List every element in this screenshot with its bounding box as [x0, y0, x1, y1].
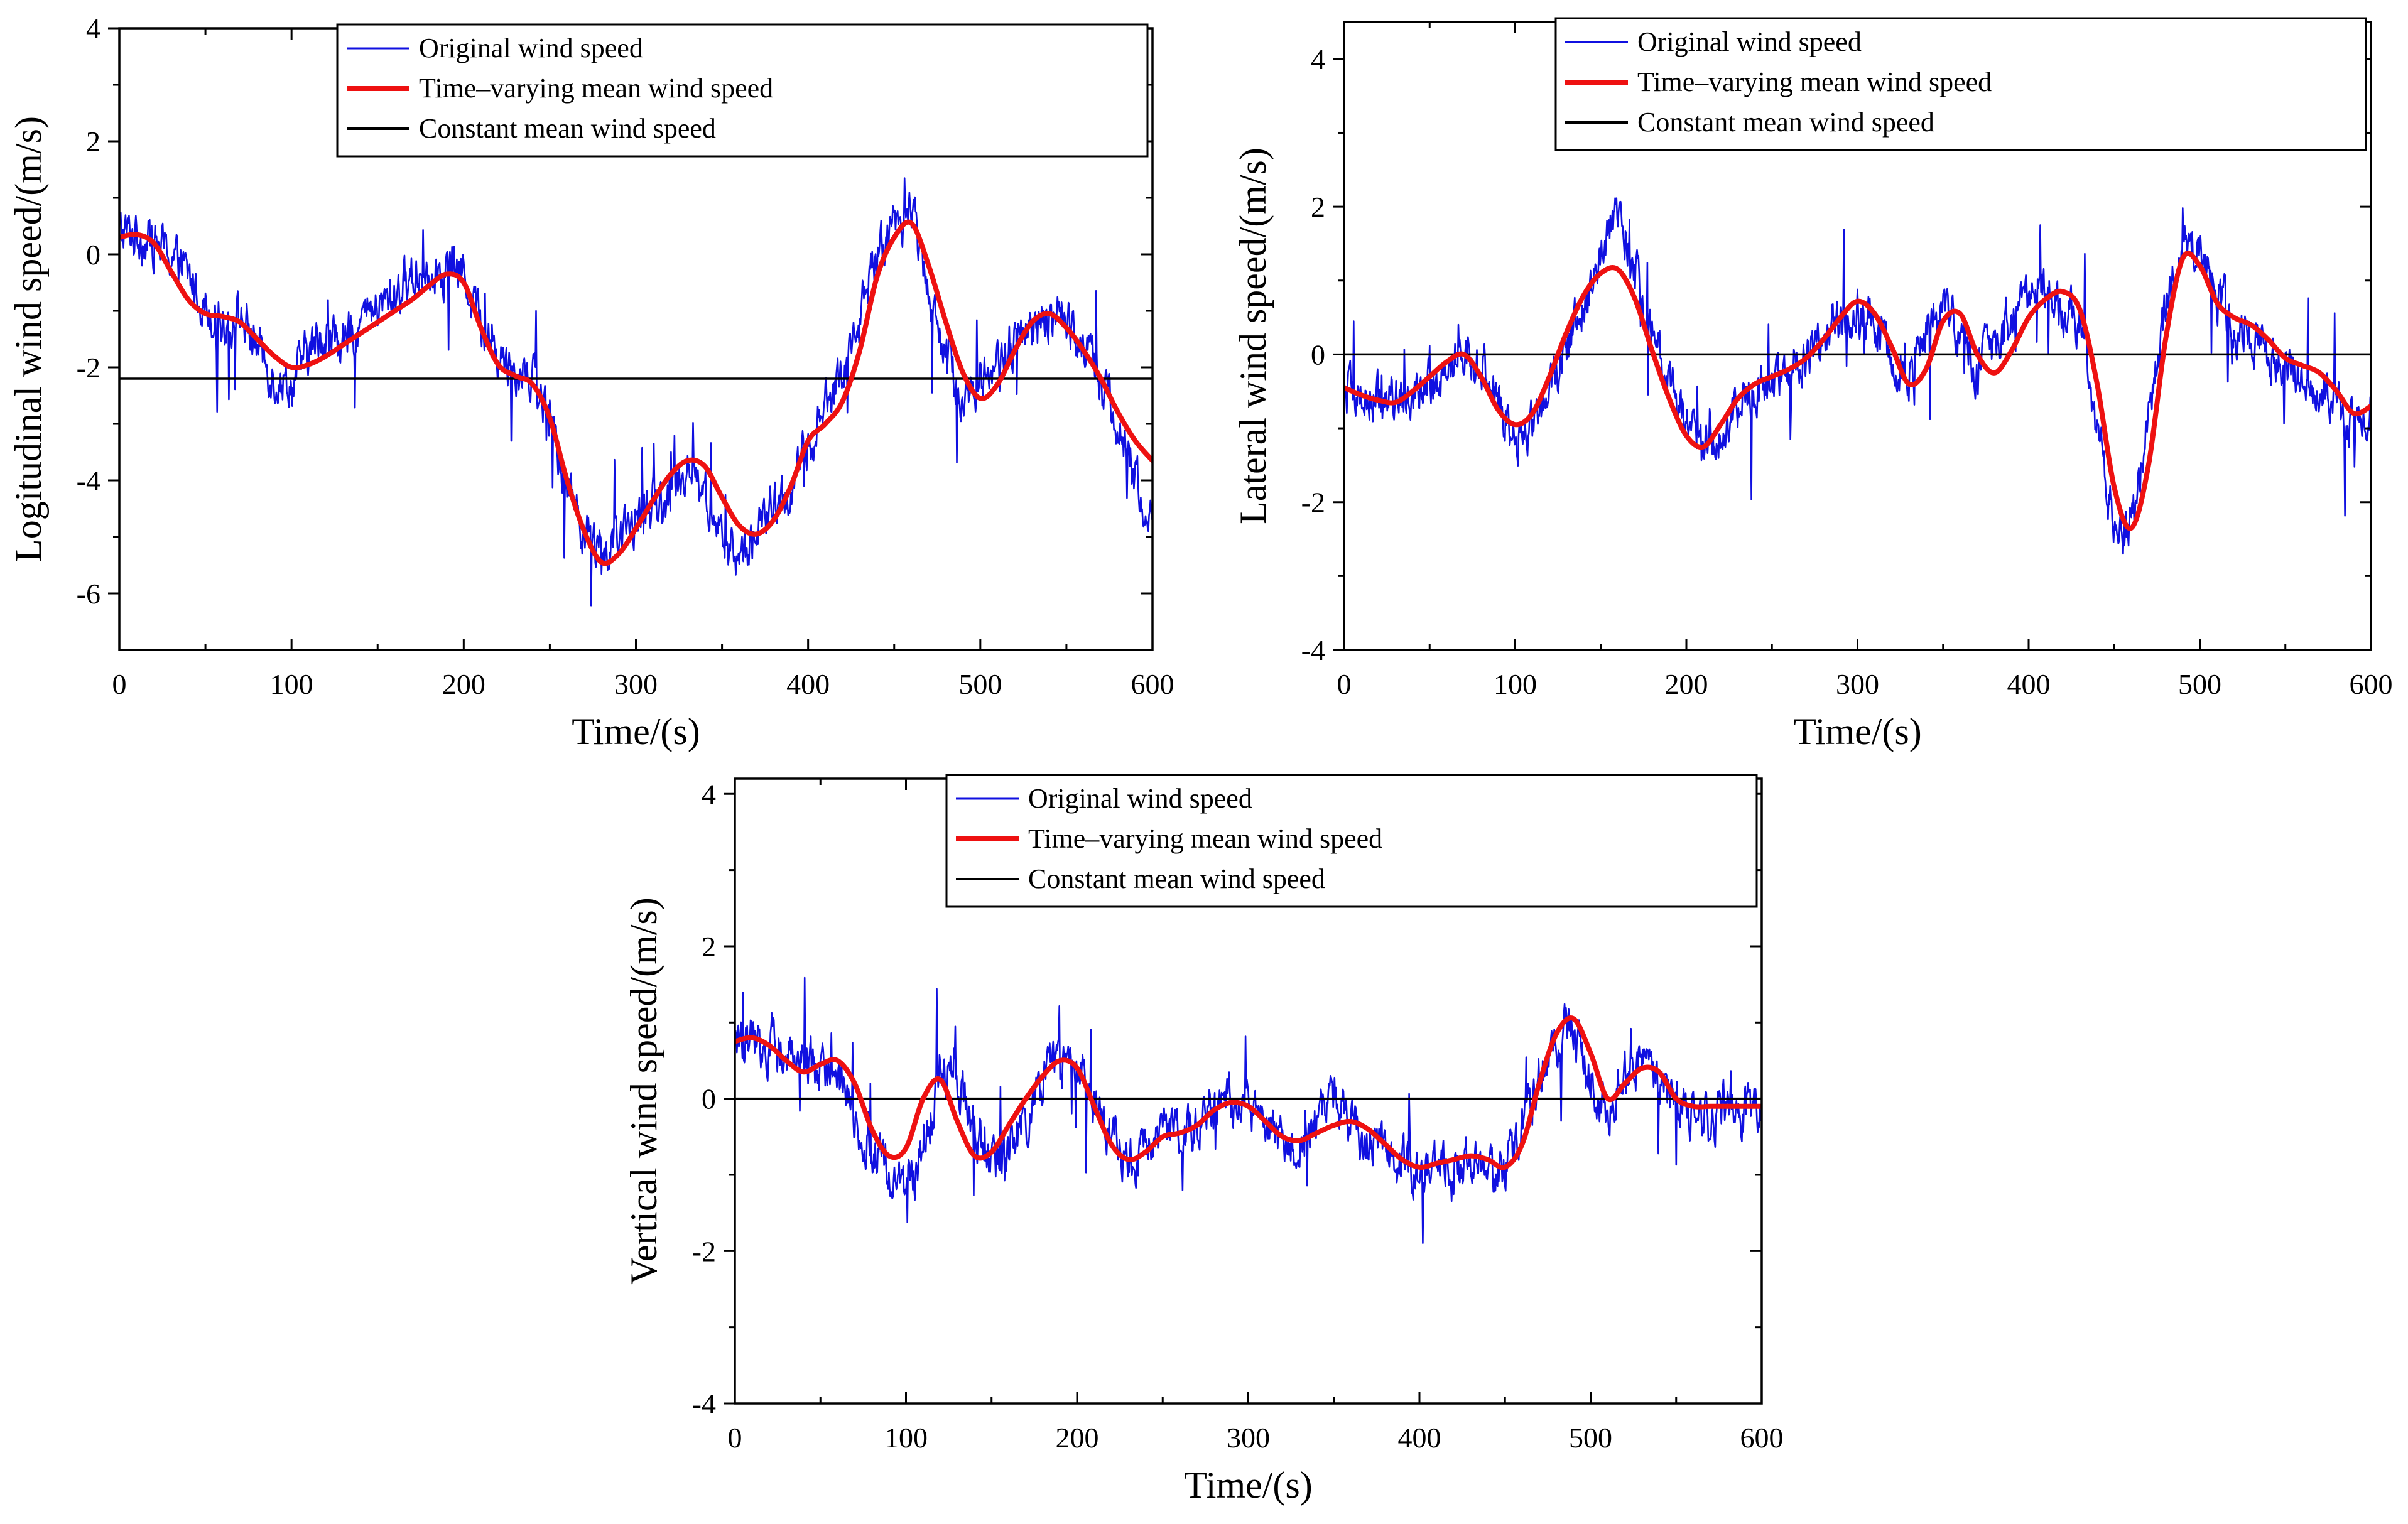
series-time-varying-mean [119, 219, 1152, 566]
x-tick-label: 300 [1836, 668, 1879, 700]
legend-entry-label: Constant mean wind speed [1028, 863, 1325, 894]
legend-box [945, 774, 1758, 908]
y-tick-label: -4 [1301, 634, 1325, 666]
plot-area [735, 976, 1762, 1244]
x-tick-label: 500 [958, 668, 1002, 700]
x-axis-title: Time/(s) [1793, 711, 1922, 752]
legend-entry-label: Time–varying mean wind speed [1028, 823, 1382, 854]
x-tick-label: 400 [2007, 668, 2051, 700]
y-axis-title: Lateral wind speed/(m/s) [1232, 148, 1274, 524]
y-tick-label: 0 [702, 1083, 716, 1115]
series-time-varying-mean [1344, 251, 2371, 531]
panel-lateral: 0 100 200 300 400 500 600 -4 -2 0 2 4 Time/(s) Latera… [1232, 17, 2393, 752]
x-tick-label: 0 [112, 668, 127, 700]
x-tick-label: 200 [1056, 1422, 1099, 1454]
x-tick-label: 400 [1398, 1422, 1441, 1454]
series-original-wind-speed [1344, 197, 2371, 555]
x-tick-label: 0 [1337, 668, 1352, 700]
series-time-varying-mean [735, 1015, 1762, 1170]
series-original-wind-speed [119, 177, 1152, 607]
legend-box [336, 23, 1149, 158]
x-tick-label: 500 [1569, 1422, 1612, 1454]
plot-area [1344, 197, 2371, 555]
legend: Original wind speed Time–varying mean win… [1554, 17, 2367, 151]
y-tick-label: -4 [692, 1388, 716, 1420]
x-tick-label: 100 [270, 668, 313, 700]
legend-entry-label: Constant mean wind speed [1637, 107, 1934, 138]
x-tick-label: 0 [728, 1422, 742, 1454]
y-tick-label: 2 [86, 126, 100, 158]
legend-entry-label: Original wind speed [419, 33, 643, 63]
y-tick-label: 0 [1311, 338, 1325, 370]
y-tick-label: -2 [1301, 487, 1325, 519]
x-tick-label: 600 [2350, 668, 2393, 700]
y-tick-label: 4 [1311, 43, 1325, 75]
x-tick-label: 400 [786, 668, 830, 700]
y-tick-label: -2 [692, 1235, 716, 1267]
x-axis-title: Time/(s) [1184, 1464, 1313, 1506]
y-tick-label: -4 [77, 465, 100, 497]
legend-box [1554, 17, 2367, 151]
legend-entry-label: Original wind speed [1637, 26, 1862, 57]
x-axis-title: Time/(s) [572, 711, 700, 752]
legend: Original wind speed Time–varying mean win… [945, 774, 1758, 908]
y-axis-title: Vertical wind speed/(m/s) [623, 897, 664, 1285]
plot-area [119, 177, 1152, 607]
legend-entry-label: Constant mean wind speed [419, 113, 716, 144]
legend-entry-label: Time–varying mean wind speed [419, 73, 773, 104]
y-tick-label: 4 [86, 13, 100, 45]
x-tick-label: 300 [614, 668, 658, 700]
legend-entry-label: Time–varying mean wind speed [1637, 67, 1992, 97]
y-tick-label: -6 [77, 578, 100, 610]
x-tick-label: 300 [1227, 1422, 1270, 1454]
y-tick-label: 2 [1311, 191, 1325, 223]
legend-entry-label: Original wind speed [1028, 783, 1252, 814]
legend: Original wind speed Time–varying mean win… [336, 23, 1149, 158]
x-tick-label: 600 [1740, 1422, 1784, 1454]
y-tick-label: 2 [702, 931, 716, 963]
y-axis-title: Logitudinal wind speed/(m/s) [8, 116, 49, 562]
x-tick-label: 500 [2178, 668, 2221, 700]
series-original-wind-speed [735, 976, 1762, 1244]
y-tick-label: 4 [702, 778, 716, 810]
x-tick-label: 200 [442, 668, 485, 700]
panel-vertical: 0 100 200 300 400 500 600 -4 -2 0 2 4 Time/(s) Vertic… [623, 774, 1784, 1506]
x-tick-label: 100 [1494, 668, 1537, 700]
x-tick-label: 600 [1131, 668, 1174, 700]
y-tick-label: 0 [86, 239, 100, 271]
panel-longitudinal: 0 100 200 300 400 500 600 -6 -4 -2 0 2 4 Time/(s) Logi… [8, 13, 1174, 752]
y-tick-label: -2 [77, 352, 100, 384]
x-tick-label: 100 [884, 1422, 928, 1454]
x-tick-label: 200 [1665, 668, 1708, 700]
